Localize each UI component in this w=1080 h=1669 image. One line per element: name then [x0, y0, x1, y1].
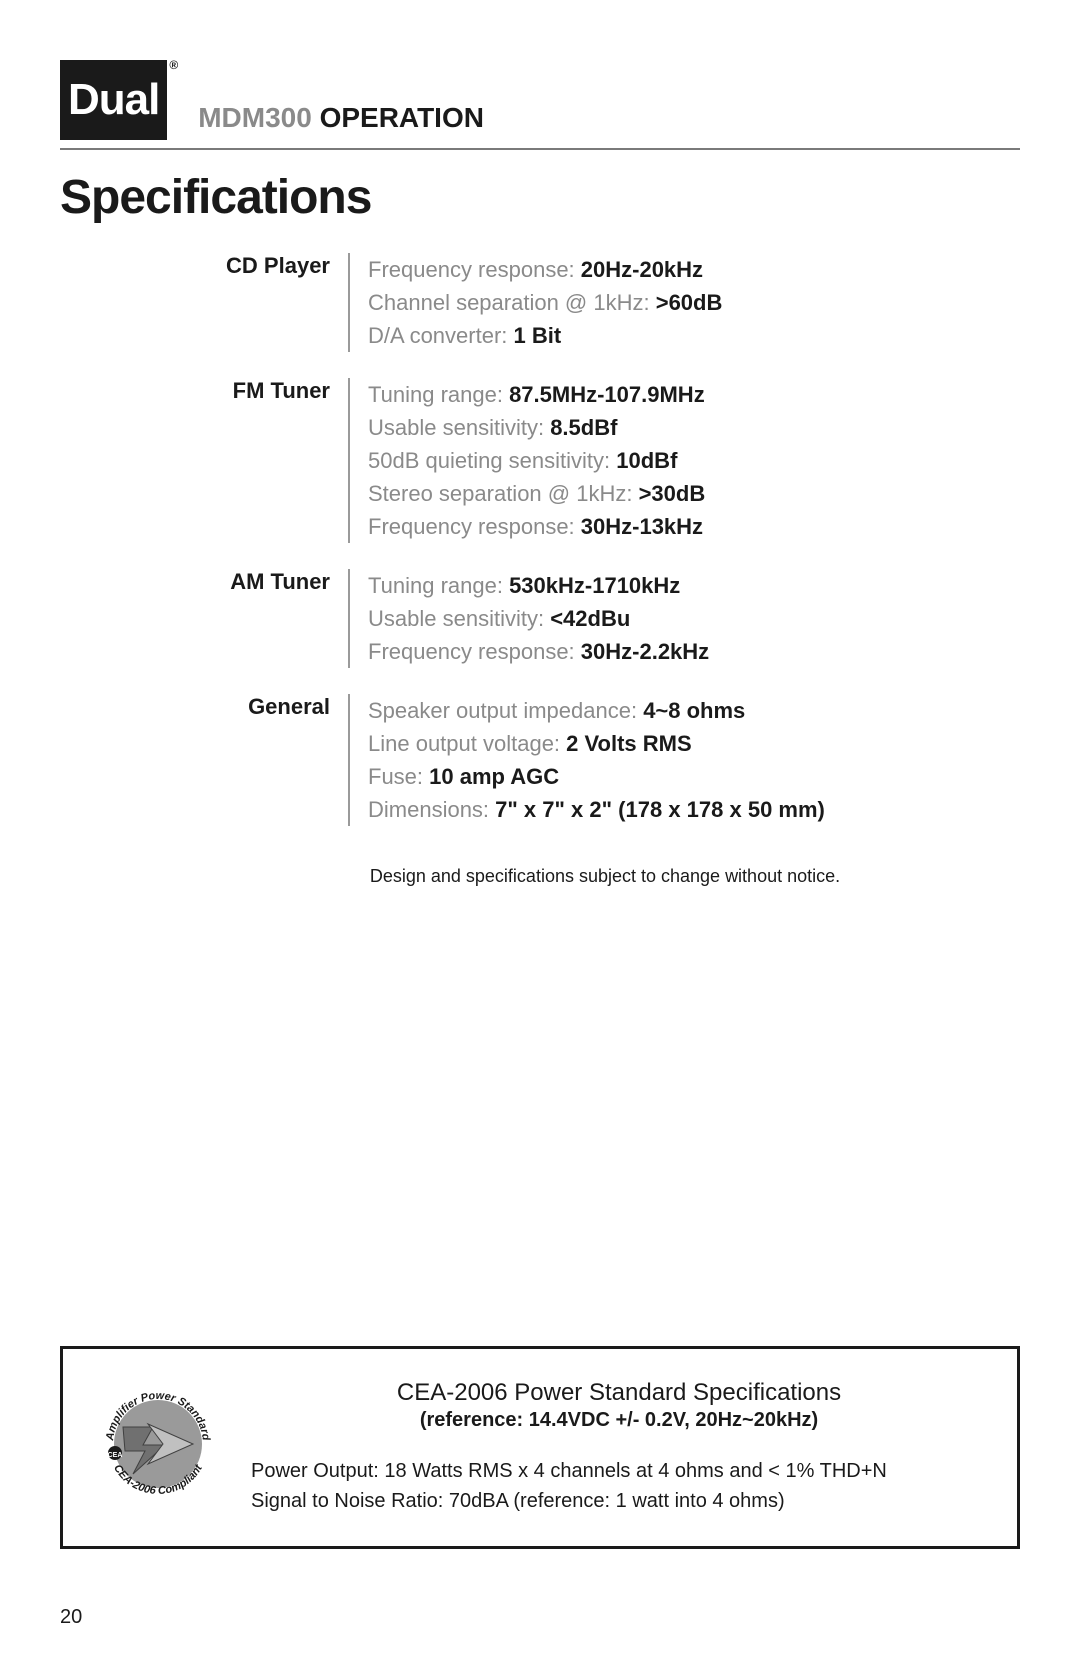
cea-box: Amplifier Power Standard CEA-2006 Compli… — [60, 1346, 1020, 1549]
spec-items: Speaker output impedance: 4~8 ohmsLine o… — [350, 694, 1020, 826]
spec-line: Speaker output impedance: 4~8 ohms — [368, 694, 1020, 727]
spec-label: Dimensions: — [368, 797, 495, 822]
spec-label: D/A converter: — [368, 323, 514, 348]
spec-line: D/A converter: 1 Bit — [368, 319, 1020, 352]
spec-label: Stereo separation @ 1kHz: — [368, 481, 639, 506]
spec-section: CD PlayerFrequency response: 20Hz-20kHzC… — [190, 253, 1020, 352]
spec-value: 30Hz-2.2kHz — [581, 639, 709, 664]
spec-label: Frequency response: — [368, 639, 581, 664]
spec-line: Usable sensitivity: 8.5dBf — [368, 411, 1020, 444]
spec-section: AM TunerTuning range: 530kHz-1710kHzUsab… — [190, 569, 1020, 668]
spec-category: AM Tuner — [190, 569, 350, 668]
spec-label: Speaker output impedance: — [368, 698, 643, 723]
spec-line: Tuning range: 530kHz-1710kHz — [368, 569, 1020, 602]
spec-items: Tuning range: 87.5MHz-107.9MHzUsable sen… — [350, 378, 1020, 543]
spec-value: >60dB — [656, 290, 723, 315]
spec-value: 10 amp AGC — [429, 764, 559, 789]
spec-items: Tuning range: 530kHz-1710kHzUsable sensi… — [350, 569, 1020, 668]
spec-label: Frequency response: — [368, 514, 581, 539]
spec-category: General — [190, 694, 350, 826]
spec-line: Frequency response: 30Hz-2.2kHz — [368, 635, 1020, 668]
spec-value: 87.5MHz-107.9MHz — [509, 382, 705, 407]
spec-category: CD Player — [190, 253, 350, 352]
spec-line: Usable sensitivity: <42dBu — [368, 602, 1020, 635]
spec-value: <42dBu — [550, 606, 630, 631]
spec-value: 1 Bit — [514, 323, 562, 348]
spec-line: Line output voltage: 2 Volts RMS — [368, 727, 1020, 760]
cea-reference: (reference: 14.4VDC +/- 0.2V, 20Hz~20kHz… — [251, 1409, 987, 1432]
logo-text: Dual — [68, 78, 159, 122]
header-title: MDM300 OPERATION — [198, 102, 484, 140]
header: Dual ® MDM300 OPERATION — [60, 60, 1020, 150]
spec-line: 50dB quieting sensitivity: 10dBf — [368, 444, 1020, 477]
spec-line: Frequency response: 30Hz-13kHz — [368, 510, 1020, 543]
cea-line-1: Power Output: 18 Watts RMS x 4 channels … — [251, 1456, 987, 1486]
spec-value: 2 Volts RMS — [566, 731, 692, 756]
spec-table: CD PlayerFrequency response: 20Hz-20kHzC… — [190, 253, 1020, 826]
spec-value: 8.5dBf — [550, 415, 617, 440]
cea-content: CEA-2006 Power Standard Specifications (… — [251, 1379, 987, 1516]
spec-label: Usable sensitivity: — [368, 606, 550, 631]
spec-label: Channel separation @ 1kHz: — [368, 290, 656, 315]
spec-line: Dimensions: 7" x 7" x 2" (178 x 178 x 50… — [368, 793, 1020, 826]
spec-label: Tuning range: — [368, 573, 509, 598]
spec-section: FM TunerTuning range: 87.5MHz-107.9MHzUs… — [190, 378, 1020, 543]
spec-category: FM Tuner — [190, 378, 350, 543]
spec-line: Channel separation @ 1kHz: >60dB — [368, 286, 1020, 319]
spec-value: 10dBf — [616, 448, 677, 473]
spec-value: >30dB — [639, 481, 706, 506]
spec-label: Fuse: — [368, 764, 429, 789]
spec-label: Tuning range: — [368, 382, 509, 407]
registered-mark: ® — [169, 58, 178, 72]
cea-line-2: Signal to Noise Ratio: 70dBA (reference:… — [251, 1486, 987, 1516]
spec-line: Stereo separation @ 1kHz: >30dB — [368, 477, 1020, 510]
spec-value: 20Hz-20kHz — [581, 257, 703, 282]
header-word: OPERATION — [320, 102, 484, 133]
brand-logo: Dual ® — [60, 60, 178, 140]
page-number: 20 — [60, 1606, 82, 1629]
spec-value: 7" x 7" x 2" (178 x 178 x 50 mm) — [495, 797, 825, 822]
spec-line: Fuse: 10 amp AGC — [368, 760, 1020, 793]
spec-label: Line output voltage: — [368, 731, 566, 756]
header-model: MDM300 — [198, 102, 312, 133]
spec-section: GeneralSpeaker output impedance: 4~8 ohm… — [190, 694, 1020, 826]
spec-value: 530kHz-1710kHz — [509, 573, 680, 598]
spec-label: Usable sensitivity: — [368, 415, 550, 440]
spec-value: 30Hz-13kHz — [581, 514, 703, 539]
spec-line: Frequency response: 20Hz-20kHz — [368, 253, 1020, 286]
cea-title: CEA-2006 Power Standard Specifications — [251, 1379, 987, 1407]
page-title: Specifications — [60, 170, 1020, 225]
cea-badge-icon: Amplifier Power Standard CEA-2006 Compli… — [93, 1379, 223, 1509]
spec-label: 50dB quieting sensitivity: — [368, 448, 616, 473]
disclaimer: Design and specifications subject to cha… — [190, 866, 1020, 887]
spec-line: Tuning range: 87.5MHz-107.9MHz — [368, 378, 1020, 411]
logo-mark: Dual — [60, 60, 167, 140]
spec-value: 4~8 ohms — [643, 698, 745, 723]
spec-items: Frequency response: 20Hz-20kHzChannel se… — [350, 253, 1020, 352]
spec-label: Frequency response: — [368, 257, 581, 282]
badge-mid-text: CEA — [108, 1452, 123, 1459]
